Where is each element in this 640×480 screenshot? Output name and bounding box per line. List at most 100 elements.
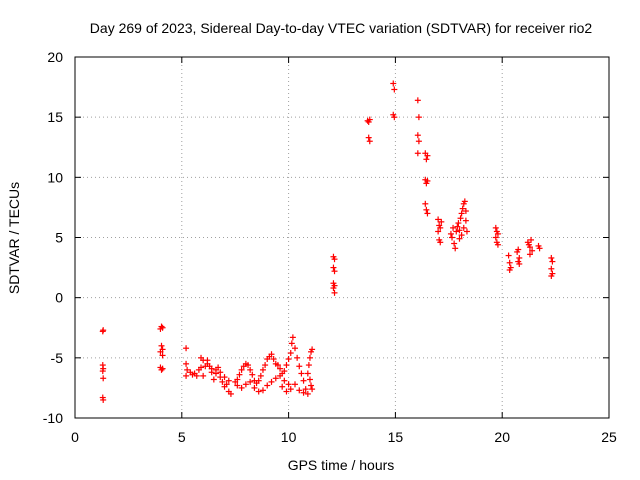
data-point [300,377,307,384]
data-point [247,366,254,373]
data-point [283,362,290,369]
y-tick-label: 20 [47,49,63,65]
data-point [242,381,249,388]
data-point [435,216,442,223]
y-tick-label: 0 [55,290,63,306]
data-point [330,264,337,271]
data-point [460,224,467,231]
data-point [456,227,463,234]
data-point [494,230,501,237]
y-axis-label: SDTVAR / TECUs [6,182,22,294]
data-point [309,346,316,353]
data-point [281,377,288,384]
x-tick-label: 20 [494,429,510,445]
y-tick-label: 10 [47,169,63,185]
data-point [453,228,460,235]
data-point [287,386,294,393]
data-point [536,245,543,252]
data-point [198,364,205,371]
data-point [159,365,166,372]
data-point [424,210,431,217]
data-point [494,241,501,248]
data-point [304,370,311,377]
data-point [454,223,461,230]
data-point [236,371,243,378]
data-point [526,251,533,258]
x-tick-label: 15 [388,429,404,445]
data-point [183,345,190,352]
data-point [306,376,313,383]
data-point [548,254,555,261]
y-tick-label: 5 [55,230,63,246]
data-point [455,220,462,227]
data-point [100,327,107,334]
data-point [462,208,469,215]
data-point [423,206,430,213]
data-point [414,132,421,139]
data-point [204,360,211,367]
data-point [279,383,286,390]
data-point [183,372,190,379]
data-point [458,210,465,217]
data-point [285,381,292,388]
data-point [449,234,456,241]
data-point [549,258,556,265]
data-point [212,366,219,373]
data-point [159,352,166,359]
data-point [515,246,522,253]
data-point [492,224,499,231]
data-point [287,350,294,357]
data-point [506,259,513,266]
data-point [255,388,262,395]
data-point [257,372,264,379]
data-point [450,224,457,231]
data-point [294,354,301,361]
data-point [157,348,164,355]
data-point [270,356,277,363]
data-point [221,374,228,381]
data-point [414,97,421,104]
data-point [309,386,316,393]
x-tick-label: 25 [601,429,617,445]
data-point [219,378,226,385]
data-point [300,389,307,396]
data-point [457,215,464,222]
x-axis-label: GPS time / hours [288,457,395,473]
data-point [461,198,468,205]
data-point [302,386,309,393]
data-point [100,396,107,403]
data-point [283,388,290,395]
data-point [330,285,337,292]
data-point [451,240,458,247]
grid [75,57,609,418]
data-point [458,232,465,239]
data-point [183,360,190,367]
data-point [415,114,422,121]
x-tick-label: 10 [281,429,297,445]
data-point [391,114,398,121]
data-point [438,218,445,225]
data-point [227,390,234,397]
data-point [308,382,315,389]
data-point [225,377,232,384]
y-tick-label: -10 [43,410,63,426]
data-point [245,362,252,369]
data-point [456,235,463,242]
data-point [548,265,555,272]
data-point [158,323,165,330]
data-point [210,376,217,383]
data-point [238,384,245,391]
data-point [463,228,470,235]
data-point [99,368,106,375]
data-point [528,236,535,243]
data-point [296,387,303,394]
data-point [366,138,373,145]
data-point [262,362,269,369]
data-point [292,345,299,352]
data-point [422,200,429,207]
data-point [285,356,292,363]
data-point [529,247,536,254]
data-point [366,116,373,123]
data-point [268,351,275,358]
data-point [459,205,466,212]
